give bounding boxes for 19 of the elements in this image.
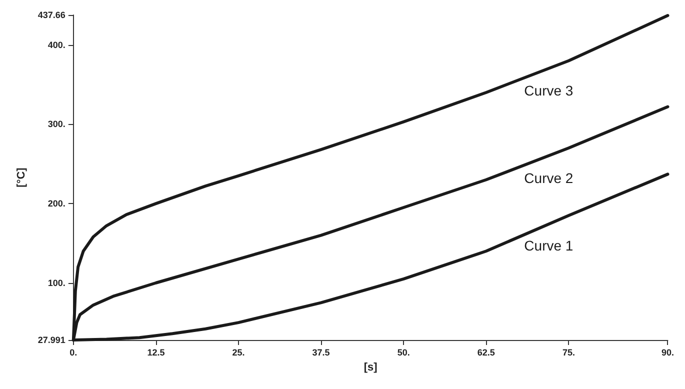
series-label: Curve 3 — [524, 82, 574, 99]
y-tick-label: 300. — [48, 119, 66, 130]
x-tick-label: 12.5 — [147, 348, 165, 358]
x-tick-label: 75. — [562, 348, 575, 358]
y-tick-label: 400. — [48, 40, 66, 50]
y-tick-label: 27.991 — [38, 335, 66, 345]
x-tick-label: 25. — [232, 348, 245, 358]
x-tick-label: 62.5 — [477, 348, 495, 358]
series-label: Curve 1 — [524, 237, 574, 254]
series-label: Curve 2 — [524, 170, 574, 186]
y-axis-title: [°C] — [16, 167, 28, 188]
x-tick-label: 37.5 — [312, 348, 330, 358]
x-tick-label: 90. — [661, 348, 674, 358]
y-tick-label: 200. — [48, 198, 66, 209]
y-tick-label: 437.66 — [38, 10, 66, 20]
x-axis-title: [s] — [364, 362, 378, 374]
x-tick-label: 50. — [397, 348, 410, 358]
x-tick-label: 0. — [70, 348, 78, 358]
y-tick-label: 100. — [48, 278, 66, 288]
